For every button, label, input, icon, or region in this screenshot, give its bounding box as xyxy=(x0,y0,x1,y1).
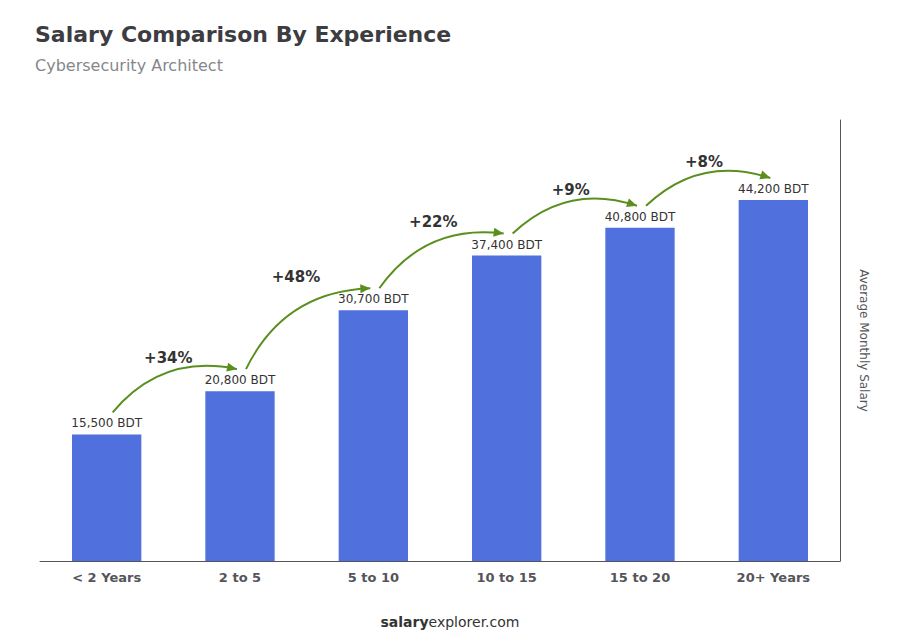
svg-text:Average Monthly Salary: Average Monthly Salary xyxy=(857,269,871,412)
svg-text:10 to 15: 10 to 15 xyxy=(476,570,536,585)
svg-text:+34%: +34% xyxy=(144,349,192,367)
svg-text:< 2 Years: < 2 Years xyxy=(72,570,141,585)
svg-text:+48%: +48% xyxy=(272,268,320,286)
svg-text:2 to 5: 2 to 5 xyxy=(219,570,261,585)
svg-text:37,400 BDT: 37,400 BDT xyxy=(471,238,542,252)
svg-text:+8%: +8% xyxy=(685,153,723,171)
svg-text:salary: salary xyxy=(381,614,429,630)
svg-text:explorer.com: explorer.com xyxy=(429,614,520,630)
svg-text:30,700 BDT: 30,700 BDT xyxy=(338,292,409,306)
svg-text:5 to 10: 5 to 10 xyxy=(348,570,399,585)
svg-text:Salary Comparison By Experienc: Salary Comparison By Experience xyxy=(35,22,451,47)
svg-text:15 to 20: 15 to 20 xyxy=(610,570,670,585)
svg-text:40,800 BDT: 40,800 BDT xyxy=(605,210,676,224)
svg-text:15,500 BDT: 15,500 BDT xyxy=(71,416,142,430)
svg-text:20+ Years: 20+ Years xyxy=(737,570,811,585)
svg-text:Cybersecurity Architect: Cybersecurity Architect xyxy=(35,56,223,75)
svg-text:+9%: +9% xyxy=(552,181,590,199)
svg-text:20,800 BDT: 20,800 BDT xyxy=(205,373,276,387)
svg-text:44,200 BDT: 44,200 BDT xyxy=(738,182,809,196)
svg-text:+22%: +22% xyxy=(409,213,457,231)
